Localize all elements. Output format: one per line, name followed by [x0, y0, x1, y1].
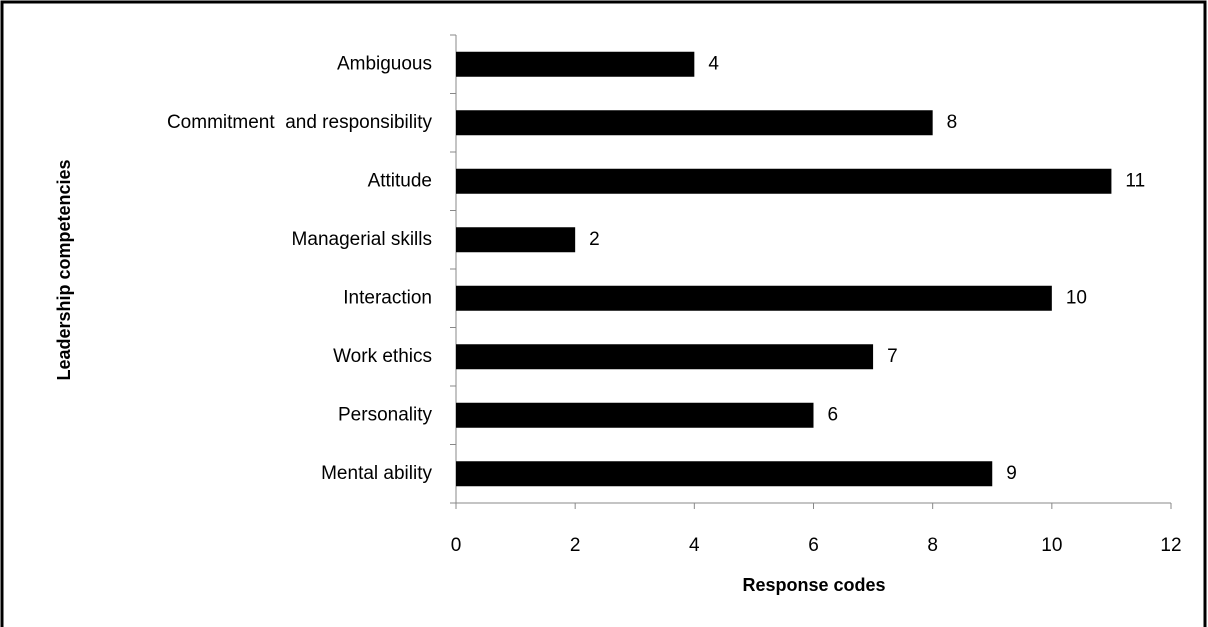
y-tick-label: Work ethics — [333, 346, 432, 367]
y-tick-label: Mental ability — [321, 463, 432, 484]
data-label: 9 — [1006, 463, 1017, 484]
x-tick-label: 2 — [570, 535, 581, 556]
x-tick-label: 10 — [1041, 535, 1062, 556]
bar — [456, 461, 993, 487]
y-tick-label: Attitude — [368, 170, 432, 191]
x-tick-label: 12 — [1160, 535, 1181, 556]
data-label: 10 — [1066, 287, 1087, 308]
bar — [456, 110, 933, 136]
x-tick-label: 4 — [689, 535, 700, 556]
bar — [456, 285, 1052, 311]
y-tick-label: Ambiguous — [337, 53, 432, 74]
y-axis-title: Leadership competencies — [54, 159, 74, 380]
data-label: 2 — [589, 229, 600, 250]
data-label: 8 — [947, 112, 958, 133]
x-tick-label: 6 — [808, 535, 819, 556]
data-label: 4 — [708, 53, 719, 74]
y-tick-label: Interaction — [343, 287, 432, 308]
bar — [456, 168, 1112, 194]
data-label: 11 — [1125, 170, 1145, 191]
x-tick-label: 0 — [451, 535, 462, 556]
y-tick-label: Managerial skills — [292, 229, 432, 250]
bar — [456, 402, 814, 428]
bar — [456, 51, 695, 77]
x-tick-label: 8 — [927, 535, 938, 556]
x-axis-title: Response codes — [742, 575, 885, 595]
data-label: 6 — [828, 404, 839, 425]
bar — [456, 227, 576, 253]
bar — [456, 344, 874, 370]
data-label: 7 — [887, 346, 898, 367]
y-tick-label: Commitment and responsibility — [167, 112, 433, 133]
y-tick-label: Personality — [338, 404, 432, 425]
